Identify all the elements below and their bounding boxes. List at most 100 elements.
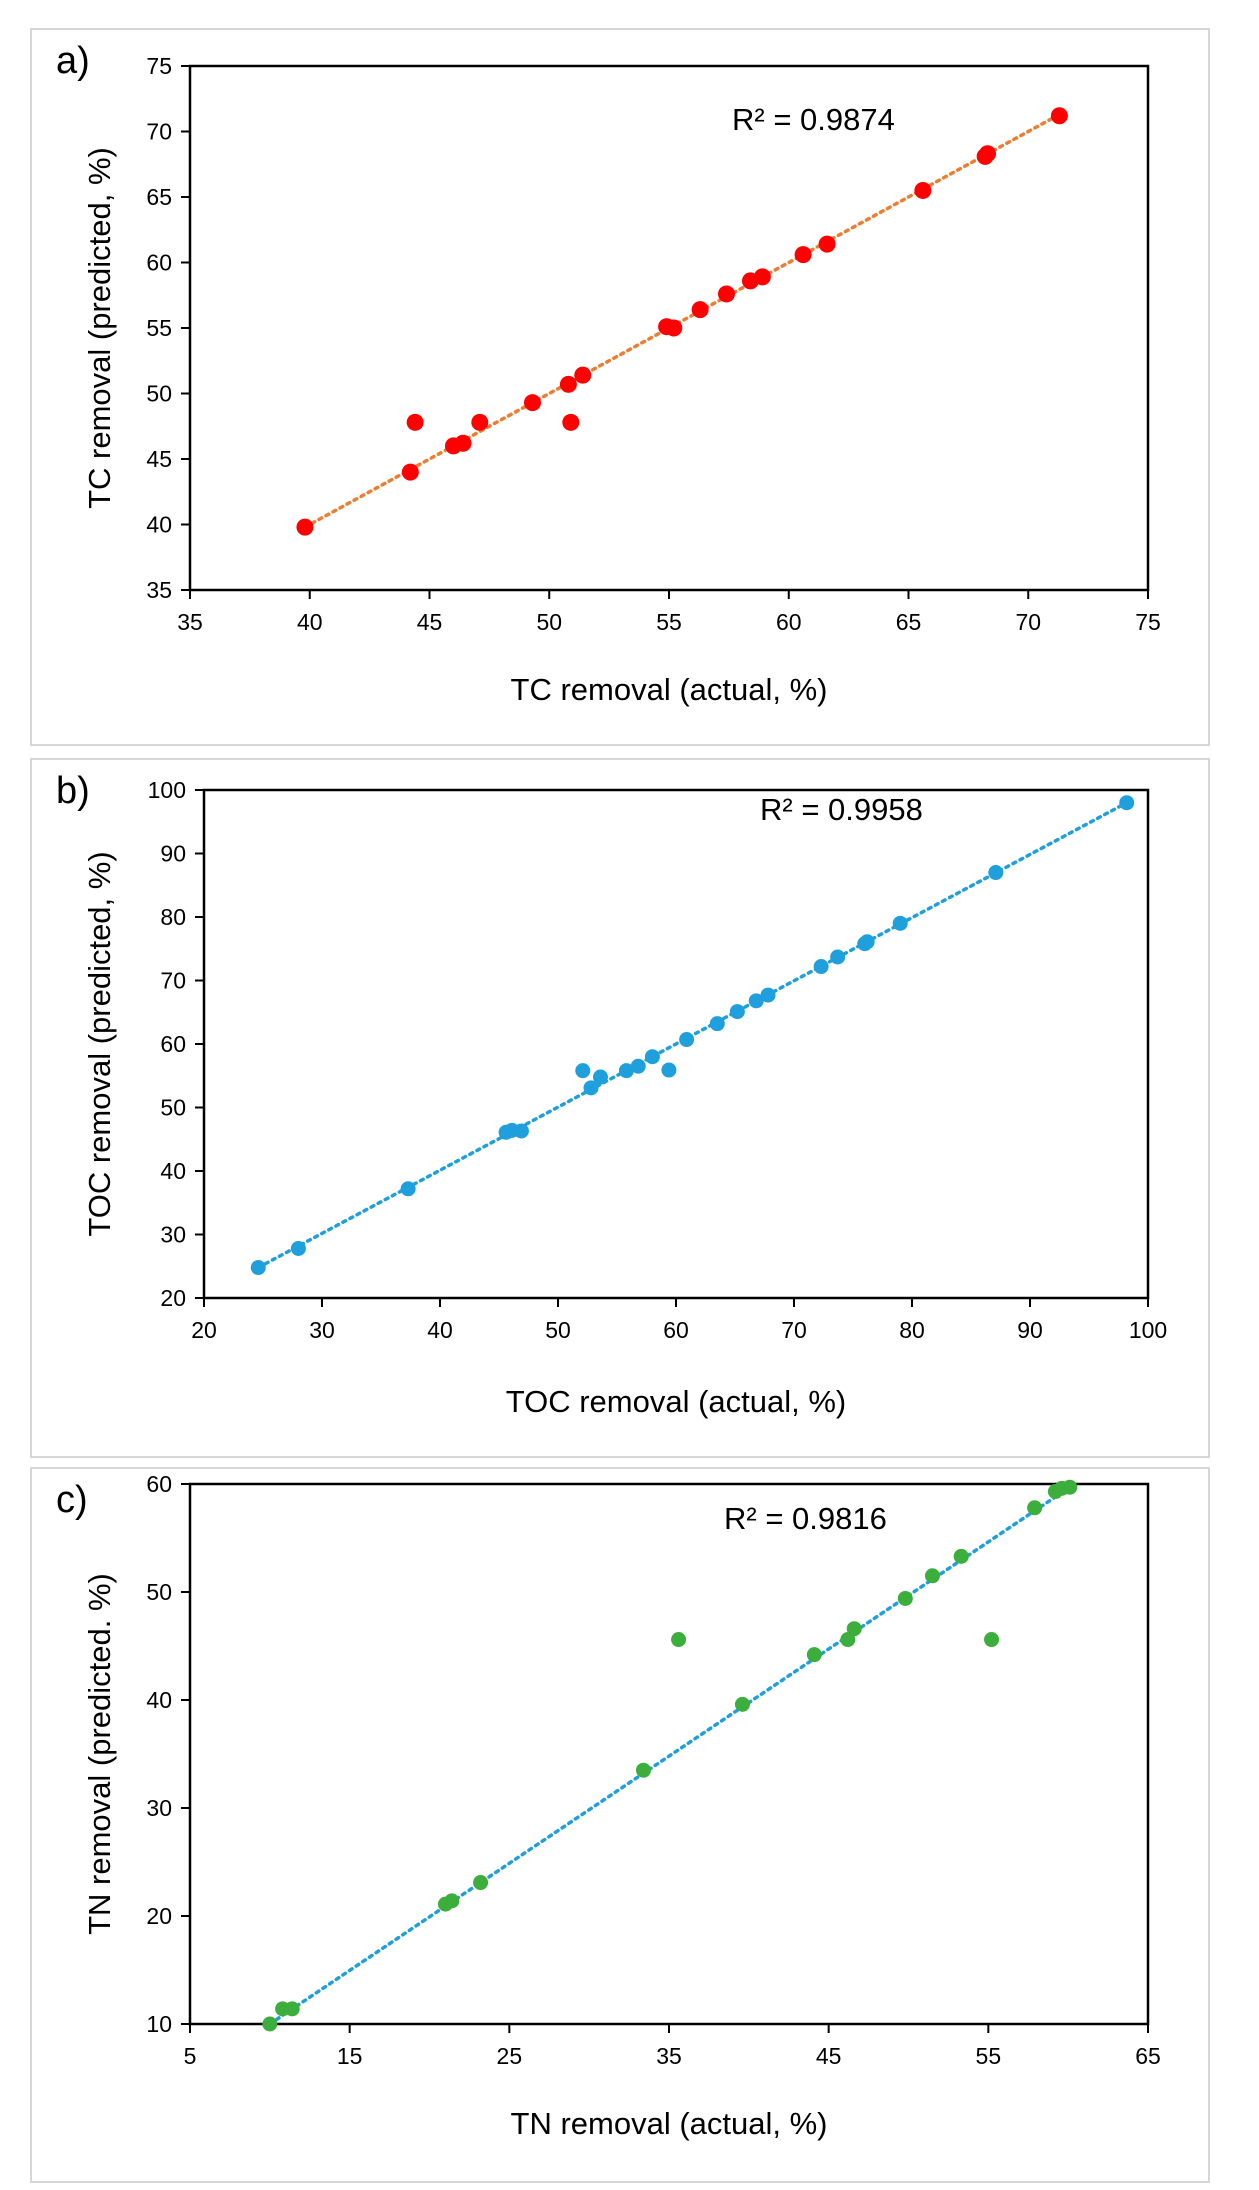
data-point xyxy=(840,1632,856,1648)
chart-panel-b: b) 20 30 40 50 60 70 80 90 100 20 30 40 50 60 70 80 90 10… xyxy=(30,758,1210,1458)
y-tick-label: 90 xyxy=(160,841,186,867)
y-axis-title: TC removal (predicted, %) xyxy=(82,147,117,509)
plot-frame xyxy=(188,1482,1150,2026)
data-point xyxy=(513,1123,529,1139)
trendline xyxy=(268,1485,1072,2026)
data-point xyxy=(979,145,997,163)
data-point xyxy=(444,1893,460,1909)
data-point xyxy=(813,959,829,975)
y-tick-label: 75 xyxy=(146,53,172,79)
x-tick-label: 35 xyxy=(656,2043,682,2069)
x-tick-label: 65 xyxy=(1135,2043,1161,2069)
chart-panel-c: c) 5 15 25 35 45 55 65 10 20 30 40 50 60 TN removal (… xyxy=(30,1467,1210,2183)
x-tick-label: 15 xyxy=(337,2043,363,2069)
data-point xyxy=(914,181,932,199)
data-point xyxy=(734,1696,750,1712)
y-tick-label: 50 xyxy=(146,1579,172,1605)
data-point xyxy=(250,1260,266,1276)
x-tick-label: 80 xyxy=(899,1317,925,1343)
data-point xyxy=(665,319,683,337)
data-point xyxy=(471,413,489,431)
data-point xyxy=(559,375,577,393)
y-axis-title: TOC removal (predicted, %) xyxy=(82,851,117,1236)
data-point xyxy=(644,1049,660,1065)
y-tick-label: 20 xyxy=(160,1285,186,1311)
scatter-chart-b: 20 30 40 50 60 70 80 90 100 20 30 40 50 60 70 80 90 100 TO… xyxy=(82,777,1167,1419)
data-point xyxy=(400,1181,416,1197)
data-point xyxy=(830,949,846,965)
data-point xyxy=(290,1240,306,1256)
r-squared-label: R² = 0.9816 xyxy=(724,1501,887,1536)
x-tick-label: 70 xyxy=(1015,609,1041,635)
data-point xyxy=(679,1032,695,1048)
data-point xyxy=(296,518,314,536)
data-point xyxy=(760,987,776,1003)
x-axis-title: TC removal (actual, %) xyxy=(511,672,828,707)
data-point xyxy=(691,301,709,319)
data-point xyxy=(892,915,908,931)
y-tick-label: 50 xyxy=(146,381,172,407)
scatter-chart-a: 35 40 45 50 55 60 65 70 75 35 40 45 50 55 60 65 70 75 TC r… xyxy=(82,53,1161,707)
data-point xyxy=(1050,107,1068,125)
data-point xyxy=(454,434,472,452)
data-point xyxy=(661,1062,677,1078)
data-point xyxy=(630,1058,646,1074)
data-point xyxy=(406,413,424,431)
x-tick-label: 60 xyxy=(663,1317,689,1343)
panel-label: b) xyxy=(56,770,90,812)
y-tick-label: 70 xyxy=(146,119,172,145)
data-point xyxy=(988,865,1004,881)
y-tick-label: 60 xyxy=(160,1031,186,1057)
data-point xyxy=(953,1548,969,1564)
x-tick-label: 55 xyxy=(656,609,682,635)
data-point xyxy=(575,1063,591,1079)
x-tick-label: 40 xyxy=(427,1317,453,1343)
data-point xyxy=(574,366,592,384)
data-point xyxy=(818,235,836,253)
x-tick-label: 30 xyxy=(309,1317,335,1343)
data-point xyxy=(562,413,580,431)
data-point xyxy=(806,1647,822,1663)
trendline xyxy=(303,112,1062,529)
y-tick-label: 100 xyxy=(148,777,186,803)
y-tick-label: 20 xyxy=(146,1903,172,1929)
r-squared-label: R² = 0.9958 xyxy=(760,792,923,827)
y-axis-title: TN removal (predicted. %) xyxy=(82,1573,117,1935)
y-tick-label: 10 xyxy=(146,2011,172,2037)
data-point xyxy=(635,1762,651,1778)
data-point xyxy=(1119,795,1135,811)
x-tick-label: 45 xyxy=(417,609,443,635)
x-tick-label: 5 xyxy=(184,2043,197,2069)
x-tick-label: 35 xyxy=(177,609,203,635)
x-tick-label: 20 xyxy=(191,1317,217,1343)
y-tick-label: 65 xyxy=(146,184,172,210)
data-point xyxy=(897,1590,913,1606)
x-tick-label: 40 xyxy=(297,609,323,635)
y-tick-label: 35 xyxy=(146,577,172,603)
y-tick-label: 40 xyxy=(146,1687,172,1713)
data-point xyxy=(583,1080,599,1096)
x-tick-label: 50 xyxy=(536,609,562,635)
data-point xyxy=(1062,1479,1078,1495)
r-squared-label: R² = 0.9874 xyxy=(732,102,895,137)
y-tick-label: 45 xyxy=(146,446,172,472)
x-tick-label: 45 xyxy=(816,2043,842,2069)
panel-label: a) xyxy=(56,40,90,82)
data-point xyxy=(794,246,812,264)
x-tick-label: 55 xyxy=(976,2043,1002,2069)
data-point xyxy=(671,1632,687,1648)
data-point xyxy=(748,993,764,1009)
x-axis-title: TOC removal (actual, %) xyxy=(506,1384,847,1419)
y-tick-label: 60 xyxy=(146,250,172,276)
data-point xyxy=(618,1063,634,1079)
data-point xyxy=(473,1875,489,1891)
panel-label: c) xyxy=(56,1479,88,1521)
y-tick-label: 40 xyxy=(160,1158,186,1184)
data-point xyxy=(709,1016,725,1032)
y-tick-label: 70 xyxy=(160,968,186,994)
x-tick-label: 60 xyxy=(776,609,802,635)
y-tick-label: 55 xyxy=(146,315,172,341)
x-tick-label: 75 xyxy=(1135,609,1161,635)
x-tick-label: 25 xyxy=(497,2043,523,2069)
data-point xyxy=(717,285,735,303)
